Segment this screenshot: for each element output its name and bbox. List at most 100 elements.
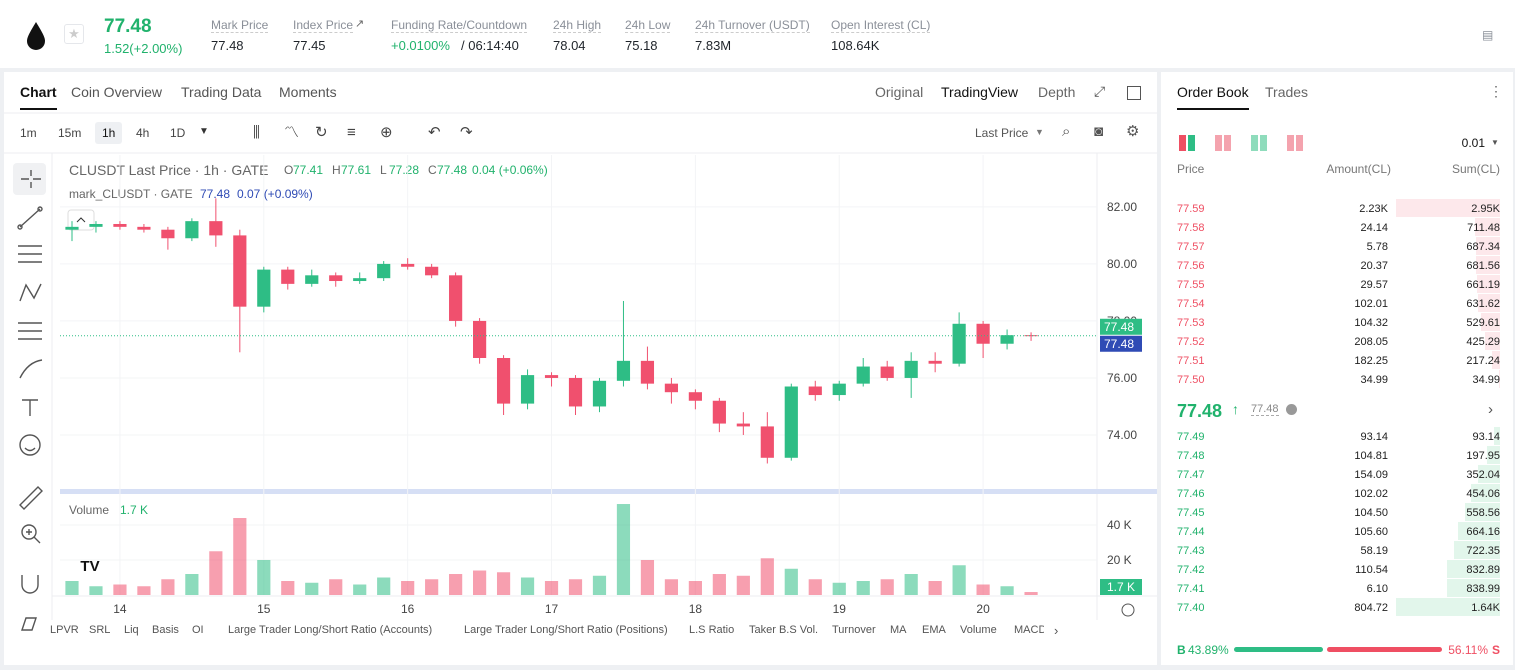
indicator[interactable]: OI (192, 624, 204, 636)
interval[interactable]: 1h (95, 122, 123, 144)
indicator[interactable]: MA (890, 624, 907, 636)
depth-bar (1396, 199, 1500, 217)
indicator[interactable]: Turnover (832, 624, 876, 636)
ob-layout-icon[interactable] (1287, 135, 1303, 151)
indicator[interactable]: Large Trader Long/Short Ratio (Accounts) (228, 624, 433, 636)
ob-price[interactable]: 77.56 (1177, 260, 1205, 272)
ob-price[interactable]: 77.41 (1177, 583, 1205, 595)
interval[interactable]: 4h (136, 126, 150, 140)
ob-amount: 804.72 (1354, 602, 1388, 614)
toolbar-icon[interactable]: ≡ (347, 124, 356, 141)
chart-tab[interactable]: Moments (279, 84, 337, 100)
interval-dropdown[interactable]: ▼ (199, 126, 209, 137)
buy-bar (1234, 647, 1324, 652)
toolbar-icon[interactable]: ⌕ (1062, 123, 1071, 140)
ob-more[interactable]: › (1488, 401, 1493, 418)
stat-extra: / 06:14:40 (461, 38, 519, 53)
ob-price[interactable]: 77.58 (1177, 222, 1205, 234)
interval[interactable]: 1D (170, 126, 186, 140)
indicator[interactable]: MACD (1014, 625, 1044, 636)
ob-tab[interactable]: Trades (1265, 84, 1309, 100)
volume-bar (425, 579, 439, 595)
indicator[interactable]: Volume (960, 624, 997, 636)
ob-layout-icon[interactable] (1179, 135, 1195, 151)
toolbar-icon[interactable]: ↻ (315, 124, 328, 141)
toolbar-icon[interactable]: ↷ (460, 124, 473, 141)
chart-tab[interactable]: Coin Overview (71, 84, 163, 100)
indicator[interactable]: SRL (89, 624, 111, 636)
ob-amount: 104.50 (1354, 507, 1388, 519)
depth-bar (1396, 598, 1500, 616)
candle-body (233, 235, 247, 307)
depth-bar (1464, 503, 1500, 521)
mark-price-label: 77.48 (1104, 337, 1134, 351)
view-tab[interactable]: Depth (1038, 84, 1076, 100)
ob-amount: 20.37 (1360, 260, 1388, 272)
interval[interactable]: 1m (20, 126, 37, 140)
toolbar-icon[interactable]: 〽 (284, 124, 300, 141)
indicator[interactable]: EMA (922, 624, 946, 636)
ob-sum: 711.48 (1467, 222, 1500, 234)
ob-price[interactable]: 77.45 (1177, 507, 1205, 519)
mark-price-tag (1100, 335, 1142, 352)
ob-price[interactable]: 77.49 (1177, 431, 1205, 443)
window-icon[interactable] (1127, 86, 1141, 100)
ob-price[interactable]: 77.50 (1177, 374, 1205, 386)
x-tick-label: 15 (257, 602, 271, 616)
y-tick-label: 76.00 (1107, 371, 1137, 385)
expand-icon[interactable]: ⤢ (1094, 83, 1106, 99)
indicator[interactable]: Liq (124, 624, 139, 636)
indicator[interactable]: Large Trader Long/Short Ratio (Positions… (464, 624, 668, 636)
price-type[interactable]: Last Price (975, 126, 1029, 140)
ob-sum: 661.19 (1466, 279, 1500, 291)
ob-menu[interactable]: ⋮ (1489, 83, 1503, 99)
ob-price[interactable]: 77.48 (1177, 450, 1205, 462)
ob-precision[interactable]: 0.01 (1461, 136, 1485, 150)
header-icon[interactable]: ▤ (1482, 28, 1494, 42)
volume-value: 1.7 K (120, 503, 149, 517)
chart-tab[interactable]: Chart (20, 85, 57, 110)
depth-bar (1487, 446, 1500, 464)
ob-price[interactable]: 77.44 (1177, 526, 1205, 538)
interval[interactable]: 15m (58, 126, 82, 140)
ob-price[interactable]: 77.40 (1177, 602, 1205, 614)
toolbar-icon[interactable]: ⫼ (253, 124, 260, 141)
ob-price[interactable]: 77.51 (1177, 355, 1205, 367)
ob-tab[interactable]: Order Book (1177, 85, 1249, 110)
indicator[interactable]: Taker B.S Vol. (749, 624, 819, 636)
ob-price[interactable]: 77.46 (1177, 488, 1205, 500)
candle-body (496, 357, 511, 404)
view-tab[interactable]: Original (875, 84, 924, 100)
ob-price[interactable]: 77.53 (1177, 317, 1205, 329)
ob-amount: 182.25 (1354, 355, 1388, 367)
ob-price[interactable]: 77.54 (1177, 298, 1205, 310)
ob-price[interactable]: 77.59 (1177, 203, 1205, 215)
view-tab[interactable]: TradingView (941, 84, 1019, 100)
ob-price[interactable]: 77.47 (1177, 469, 1205, 481)
ob-amount: 58.19 (1360, 545, 1388, 557)
volume-bar (1024, 592, 1038, 595)
ob-price[interactable]: 77.43 (1177, 545, 1205, 557)
ob-layout-icon[interactable] (1251, 135, 1267, 151)
ob-price[interactable]: 77.42 (1177, 564, 1205, 576)
candle-body (209, 221, 223, 236)
indicator[interactable]: LPVR (50, 624, 79, 636)
candle-body (808, 386, 822, 396)
ob-layout-icon[interactable] (1215, 135, 1231, 151)
ob-price[interactable]: 77.57 (1177, 241, 1205, 253)
ob-price[interactable]: 77.52 (1177, 336, 1205, 348)
depth-bar (1446, 579, 1500, 597)
toolbar-icon[interactable]: ↶ (428, 124, 441, 141)
candle-body (473, 320, 487, 358)
toolbar-icon[interactable]: ⚙ (1126, 123, 1140, 140)
candle-body (520, 375, 535, 404)
ob-price[interactable]: 77.55 (1177, 279, 1205, 291)
toolbar-icon[interactable]: ◙ (1094, 123, 1104, 140)
indicator[interactable]: Basis (152, 624, 179, 636)
volume-title: Volume (69, 503, 110, 517)
favorite-star[interactable]: ★ (64, 24, 84, 44)
toolbar-icon[interactable]: ⊕ (380, 124, 393, 141)
indicator[interactable]: L.S Ratio (689, 624, 735, 636)
chart-tab[interactable]: Trading Data (181, 84, 262, 100)
ob-sum: 838.99 (1466, 583, 1500, 595)
